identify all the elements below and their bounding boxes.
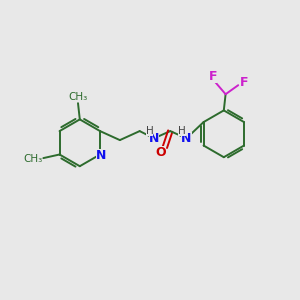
Text: F: F bbox=[240, 76, 249, 89]
Text: F: F bbox=[209, 70, 217, 83]
Text: N: N bbox=[181, 132, 192, 145]
Text: O: O bbox=[155, 146, 166, 159]
Text: CH₃: CH₃ bbox=[23, 154, 42, 164]
Text: N: N bbox=[96, 149, 106, 162]
Text: N: N bbox=[149, 132, 159, 145]
Text: H: H bbox=[146, 126, 153, 136]
Text: H: H bbox=[178, 126, 186, 136]
Text: CH₃: CH₃ bbox=[68, 92, 88, 102]
